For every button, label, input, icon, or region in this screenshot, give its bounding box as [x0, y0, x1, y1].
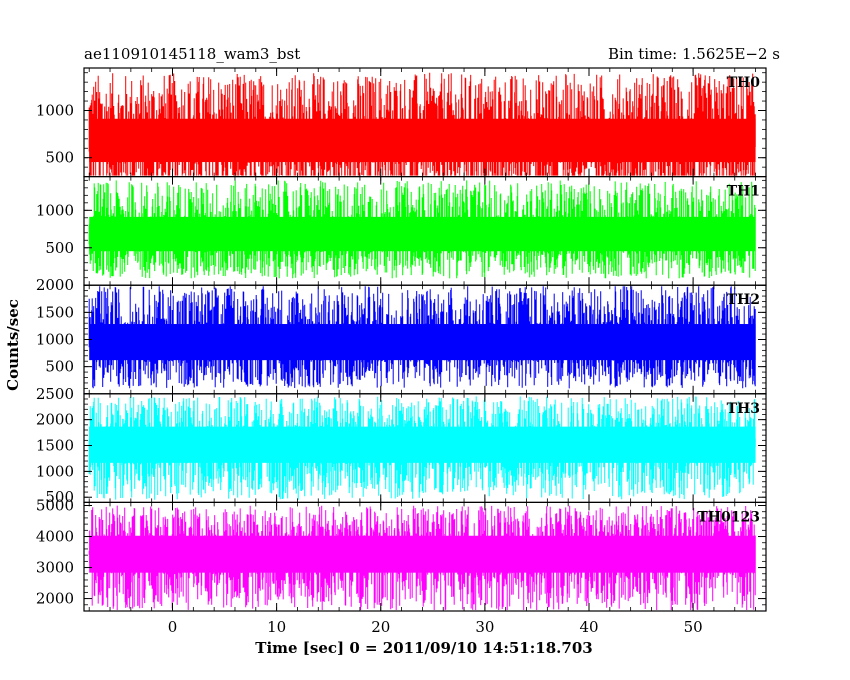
y-tick-label: 2000: [36, 411, 74, 429]
series-label-th0123: TH0123: [697, 509, 760, 525]
x-tick-label: 30: [475, 618, 494, 636]
y-tick-label: 1500: [36, 303, 74, 321]
panel-th2: 500 1000 1500 2000 TH2: [36, 276, 767, 395]
y-tick-label: 2000: [36, 590, 74, 608]
panel-th3: 500 1000 1500 2000 2500 TH3: [36, 385, 767, 506]
y-tick-label: 1000: [36, 331, 74, 349]
y-tick-label: 5000: [36, 497, 74, 515]
y-tick-label: 2000: [36, 276, 74, 294]
panel-th0: 500 1000 TH0: [36, 67, 767, 178]
y-tick-label: 1500: [36, 437, 74, 455]
series-line-th0123: [88, 505, 756, 610]
y-tick-label: 500: [45, 358, 74, 376]
y-tick-label: 1000: [36, 101, 74, 119]
bin-time-label: Bin time: 1.5625E−2 s: [608, 45, 780, 63]
series-line-th2: [88, 286, 756, 389]
y-tick-label: 1000: [36, 462, 74, 480]
x-tick-label: 50: [684, 618, 703, 636]
panel-th0123: 2000 3000 4000 5000 TH0123: [36, 497, 767, 612]
series-line-th0: [88, 72, 756, 176]
series-line-th1: [88, 180, 756, 279]
x-axis-title: Time [sec] 0 = 2011/09/10 14:51:18.703: [255, 639, 592, 657]
y-axis-title: Counts/sec: [4, 299, 22, 391]
x-tick-label: 0: [168, 618, 178, 636]
y-tick-label: 1000: [36, 201, 74, 219]
y-tick-label: 4000: [36, 528, 74, 546]
series-label-th0: TH0: [727, 75, 761, 91]
series-line-th3: [88, 396, 756, 500]
y-tick-label: 500: [45, 149, 74, 167]
y-tick-label: 500: [45, 488, 74, 506]
y-tick-label: 2500: [36, 385, 74, 403]
panel-frame-th0123: [83, 501, 767, 612]
x-tick-label: 20: [371, 618, 390, 636]
panel-th1: 500 1000 TH1: [36, 176, 767, 286]
series-label-th3: TH3: [727, 401, 760, 417]
y-tick-label: 500: [45, 239, 74, 257]
series-label-th1: TH1: [727, 184, 760, 200]
x-tick-label: 10: [267, 618, 286, 636]
plot-title: ae110910145118_wam3_bst: [84, 45, 300, 63]
y-tick-label: 3000: [36, 559, 74, 577]
series-label-th2: TH2: [727, 292, 760, 308]
x-tick-label: 40: [579, 618, 598, 636]
panels-group: 5001000TH05001000TH1500100015002000TH250…: [36, 67, 767, 636]
